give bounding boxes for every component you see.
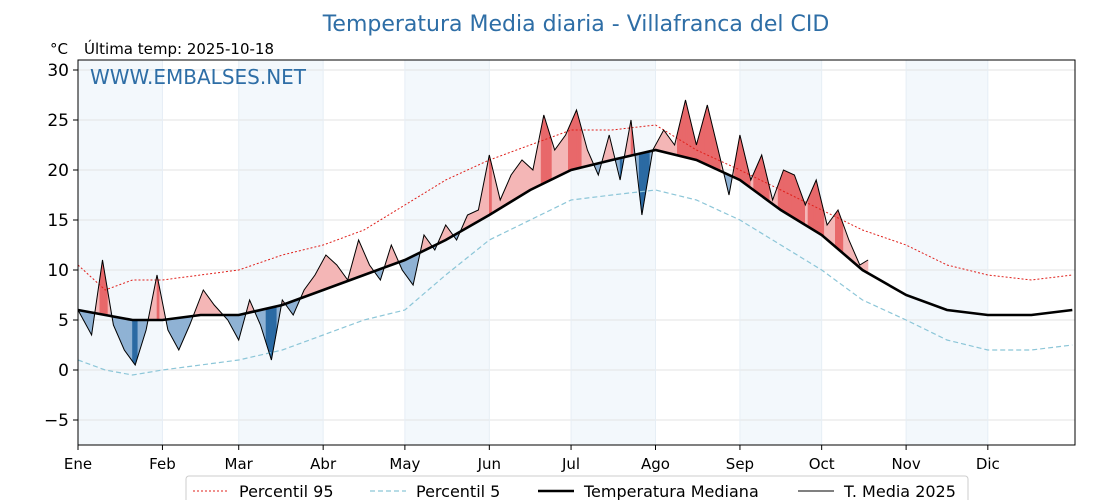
series-percentil-5-line (77, 189, 1073, 376)
x-tick-label: Ago (641, 455, 670, 473)
anomaly-above-fill (330, 259, 335, 288)
anomaly-above-fill (527, 164, 531, 193)
legend: Percentil 95 Percentil 5 Temperatura Media… (185, 475, 969, 500)
x-tick-label: Jun (477, 455, 501, 473)
anomaly-above-fill (513, 166, 517, 201)
anomaly-above-fill (529, 166, 534, 191)
anomaly-above-fill (834, 209, 839, 250)
x-tick-label: Ene (64, 455, 92, 473)
y-tick-label: 10 (47, 261, 69, 281)
chart-title: Temperatura Media diaria - Villafranca d… (322, 12, 830, 37)
y-tick-label: 25 (47, 111, 69, 131)
anomaly-below-fill (129, 319, 133, 363)
x-tick-label: Abr (310, 455, 337, 473)
legend-label: Temperatura Mediana (583, 482, 759, 500)
x-tick-label: Jul (561, 455, 580, 473)
anomaly-above-fill (524, 161, 528, 194)
anomaly-above-fill (565, 128, 569, 174)
y-tick-label: 0 (58, 361, 69, 381)
anomaly-above-fill (557, 141, 561, 178)
anomaly-above-fill (562, 134, 566, 175)
y-tick-label: 5 (58, 311, 69, 331)
anomaly-above-fill (328, 256, 332, 289)
anomaly-below-fill (409, 255, 414, 286)
y-tick-label: 30 (47, 61, 69, 81)
anomaly-below-fill (132, 319, 136, 366)
anomaly-above-fill (810, 186, 814, 231)
x-tick-label: Oct (809, 455, 835, 473)
x-tick-label: May (389, 455, 420, 473)
anomaly-above-fill (832, 212, 836, 248)
month-band (238, 60, 324, 445)
y-tick-label: −5 (44, 411, 69, 431)
anomaly-above-fill (325, 254, 329, 290)
legend-label: Percentil 5 (416, 482, 500, 500)
anomaly-above-fill (333, 261, 338, 287)
y-tick-label: 15 (47, 211, 69, 231)
x-tick-label: Mar (225, 455, 254, 473)
series-mediana-line (77, 148, 1073, 322)
unit-label: °C (50, 40, 68, 58)
last-update-label: Última temp: 2025-10-18 (84, 39, 274, 58)
watermark: WWW.EMBALSES.NET (90, 65, 307, 89)
anomaly-above-fill (516, 162, 520, 199)
month-band (571, 60, 656, 445)
month-band (78, 60, 163, 445)
month-band (906, 60, 988, 445)
x-tick-label: Feb (149, 455, 176, 473)
legend-label: Percentil 95 (239, 482, 334, 500)
legend-box (185, 475, 969, 500)
x-tick-label: Dic (976, 455, 1000, 473)
anomaly-below-fill (124, 318, 128, 355)
x-tick-label: Sep (726, 455, 754, 473)
plot-frame (77, 59, 1076, 446)
anomaly-above-fill (567, 122, 572, 172)
y-tick-label: 20 (47, 161, 69, 181)
anomaly-above-fill (570, 116, 575, 171)
x-tick-label: Nov (891, 455, 920, 473)
series-media-2025-line (77, 99, 869, 367)
anomaly-above-fill (559, 137, 564, 176)
anomaly-above-fill (521, 159, 526, 196)
anomaly-above-fill (510, 170, 515, 203)
anomaly-below-fill (126, 318, 131, 359)
anomaly-above-fill (573, 109, 577, 170)
anomaly-above-fill (554, 145, 558, 179)
anomaly-above-fill (813, 179, 817, 233)
anomaly-above-fill (518, 159, 523, 198)
month-band (739, 60, 822, 445)
anomaly-above-fill (543, 114, 547, 184)
legend-label: T. Media 2025 (843, 482, 956, 500)
anomaly-above-fill (791, 173, 795, 219)
